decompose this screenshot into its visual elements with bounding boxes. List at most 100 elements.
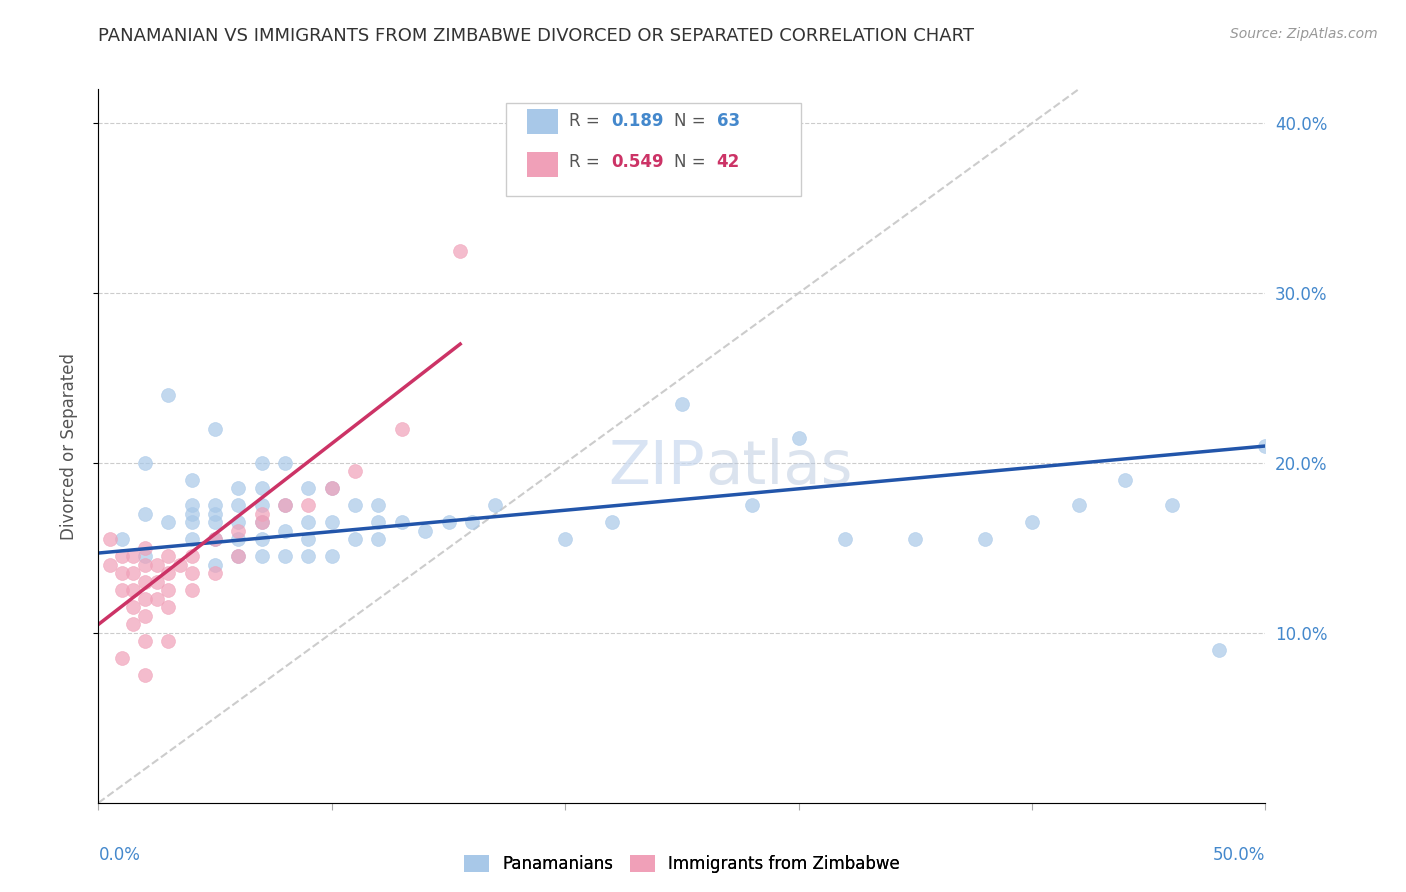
Point [122, 617, 145, 632]
Text: N =: N = [675, 112, 711, 130]
Y-axis label: Divorced or Separated: Divorced or Separated [59, 352, 77, 540]
Point [180, 507, 202, 521]
Point [344, 499, 367, 513]
Point [111, 651, 134, 665]
Point [134, 558, 156, 572]
Point [297, 533, 319, 547]
Point [437, 516, 460, 530]
Text: 0.189: 0.189 [612, 112, 664, 130]
Point [180, 566, 202, 581]
Point [321, 516, 343, 530]
Point [367, 516, 389, 530]
Text: PANAMANIAN VS IMMIGRANTS FROM ZIMBABWE DIVORCED OR SEPARATED CORRELATION CHART: PANAMANIAN VS IMMIGRANTS FROM ZIMBABWE D… [98, 27, 974, 45]
Text: atlas: atlas [706, 438, 853, 497]
Point [250, 516, 273, 530]
Point [274, 456, 297, 470]
Legend: Panamanians, Immigrants from Zimbabwe: Panamanians, Immigrants from Zimbabwe [457, 848, 907, 880]
Point [250, 482, 273, 496]
Point [157, 566, 180, 581]
Point [111, 583, 134, 598]
Point [554, 533, 576, 547]
Point [834, 533, 856, 547]
Point [974, 533, 997, 547]
Text: N =: N = [675, 153, 711, 171]
Point [367, 499, 389, 513]
Point [204, 499, 226, 513]
Point [122, 583, 145, 598]
Point [134, 549, 156, 564]
Point [146, 574, 169, 589]
Point [134, 608, 156, 623]
Point [250, 516, 273, 530]
Point [1208, 643, 1230, 657]
Point [122, 566, 145, 581]
Point [204, 533, 226, 547]
Text: R =: R = [569, 153, 605, 171]
Point [741, 499, 763, 513]
Point [146, 591, 169, 606]
Point [600, 516, 623, 530]
Point [250, 499, 273, 513]
Point [787, 430, 810, 444]
Point [274, 499, 297, 513]
Point [321, 549, 343, 564]
Point [134, 574, 156, 589]
Text: ZIP: ZIP [609, 438, 706, 497]
Point [391, 516, 413, 530]
Point [204, 422, 226, 436]
Point [157, 388, 180, 402]
Point [250, 549, 273, 564]
Point [321, 482, 343, 496]
Point [904, 533, 927, 547]
Point [297, 549, 319, 564]
Point [228, 549, 250, 564]
Point [1067, 499, 1090, 513]
Point [157, 549, 180, 564]
Point [204, 558, 226, 572]
Point [413, 524, 436, 538]
Point [180, 583, 202, 598]
Point [169, 558, 191, 572]
Text: 0.549: 0.549 [612, 153, 664, 171]
Point [484, 499, 506, 513]
Point [274, 549, 297, 564]
Point [134, 591, 156, 606]
Point [157, 516, 180, 530]
Point [180, 499, 202, 513]
Point [367, 533, 389, 547]
Point [228, 533, 250, 547]
Point [1114, 473, 1136, 487]
Point [134, 541, 156, 555]
Point [250, 533, 273, 547]
Point [134, 507, 156, 521]
Point [204, 516, 226, 530]
Point [111, 549, 134, 564]
Point [204, 533, 226, 547]
Text: 50.0%: 50.0% [1213, 846, 1265, 863]
Point [344, 533, 367, 547]
Point [250, 507, 273, 521]
Point [157, 600, 180, 615]
Point [449, 244, 471, 258]
Text: 0.0%: 0.0% [98, 846, 141, 863]
Point [250, 456, 273, 470]
Point [274, 524, 297, 538]
Text: R =: R = [569, 112, 605, 130]
Point [297, 482, 319, 496]
Point [204, 566, 226, 581]
Point [297, 516, 319, 530]
Point [228, 549, 250, 564]
Point [228, 482, 250, 496]
Point [122, 600, 145, 615]
Text: 42: 42 [717, 153, 740, 171]
Point [1254, 439, 1277, 453]
Point [157, 583, 180, 598]
Point [391, 422, 413, 436]
Point [321, 482, 343, 496]
Point [274, 499, 297, 513]
Point [297, 499, 319, 513]
Point [228, 524, 250, 538]
Point [228, 516, 250, 530]
Text: 63: 63 [717, 112, 740, 130]
Point [98, 533, 121, 547]
